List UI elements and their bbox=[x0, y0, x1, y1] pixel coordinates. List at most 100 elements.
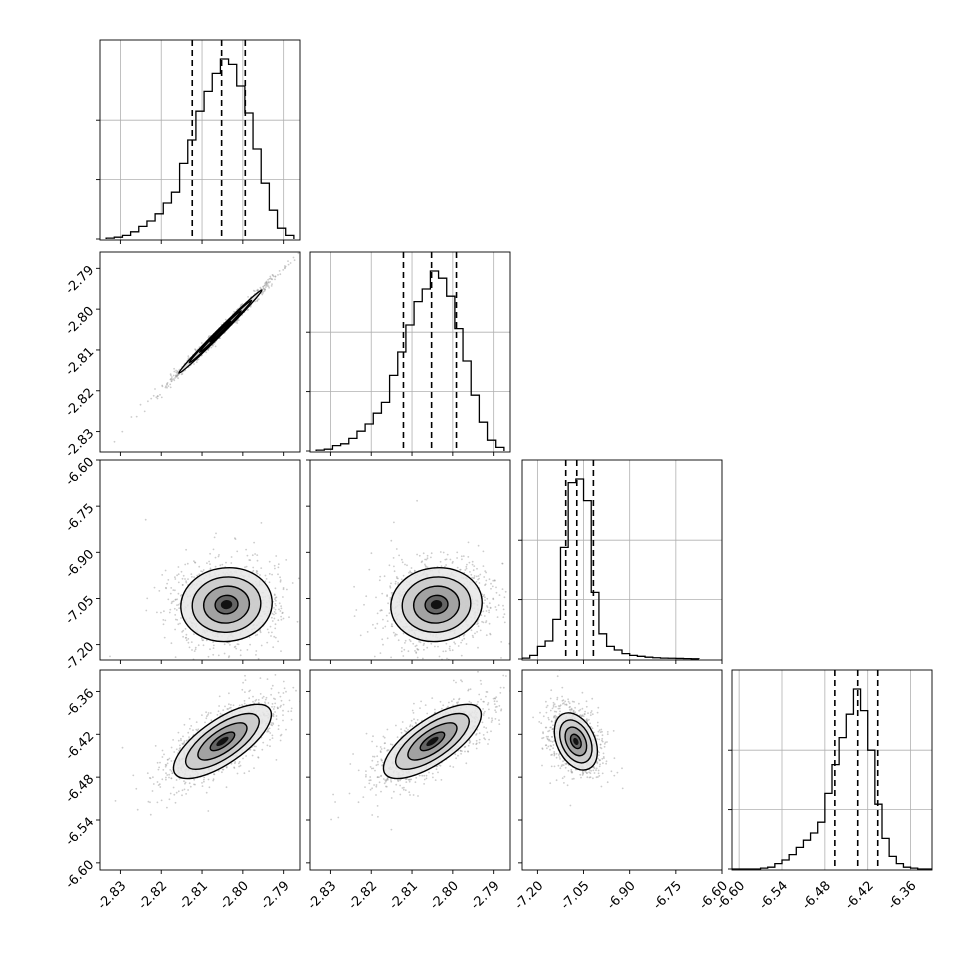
sample-point bbox=[482, 595, 485, 597]
scatter-panel-p0-p2 bbox=[96, 459, 313, 664]
sample-point bbox=[376, 612, 379, 615]
sample-point bbox=[182, 735, 184, 738]
sample-point bbox=[305, 700, 307, 702]
sample-point bbox=[445, 558, 448, 561]
sample-point bbox=[194, 648, 197, 651]
sample-point bbox=[273, 607, 275, 609]
sample-point bbox=[154, 388, 156, 390]
sample-point bbox=[477, 625, 480, 628]
sample-point bbox=[264, 574, 267, 577]
sample-point bbox=[414, 662, 416, 664]
sample-point bbox=[257, 699, 260, 701]
sample-point bbox=[425, 565, 428, 568]
sample-point bbox=[268, 581, 271, 584]
sample-point bbox=[272, 274, 274, 277]
sample-point bbox=[482, 550, 485, 553]
sample-point bbox=[372, 623, 374, 626]
sample-point bbox=[208, 335, 211, 337]
sample-point bbox=[230, 562, 233, 564]
sample-point bbox=[246, 554, 249, 557]
sample-point bbox=[164, 619, 167, 622]
sample-point bbox=[256, 559, 259, 562]
sample-point bbox=[308, 581, 310, 583]
sample-point bbox=[409, 640, 412, 643]
sample-point bbox=[236, 322, 239, 324]
sample-point bbox=[268, 286, 270, 289]
sample-point bbox=[247, 662, 249, 664]
scatter-panel-p0-p1 bbox=[96, 251, 301, 456]
sample-point bbox=[311, 552, 313, 554]
sample-point bbox=[268, 573, 271, 575]
sample-point bbox=[410, 567, 413, 569]
sample-point bbox=[282, 596, 284, 598]
sample-point bbox=[253, 541, 256, 544]
sample-point bbox=[492, 598, 495, 601]
sample-point bbox=[424, 563, 426, 566]
sample-point bbox=[185, 639, 188, 642]
sample-point bbox=[187, 641, 190, 644]
sample-point bbox=[158, 590, 161, 592]
sample-point bbox=[416, 499, 418, 502]
sample-point bbox=[353, 585, 355, 588]
sample-point bbox=[266, 678, 269, 680]
sample-point bbox=[171, 376, 173, 378]
sample-point bbox=[161, 385, 164, 388]
sample-point bbox=[439, 560, 442, 563]
sample-point bbox=[184, 563, 187, 566]
sample-point bbox=[463, 633, 466, 636]
sample-point bbox=[153, 586, 156, 589]
sample-point bbox=[267, 285, 270, 288]
sample-point bbox=[502, 616, 505, 619]
sample-point bbox=[196, 574, 199, 577]
histogram-content-3 bbox=[732, 670, 932, 870]
sample-point bbox=[304, 623, 306, 625]
sample-point bbox=[277, 274, 279, 276]
sample-point bbox=[277, 563, 280, 566]
sample-point bbox=[503, 596, 506, 599]
sample-point bbox=[476, 631, 478, 633]
sample-point bbox=[473, 575, 476, 577]
sample-point bbox=[174, 377, 177, 379]
sample-point bbox=[205, 791, 208, 794]
sample-point bbox=[286, 588, 288, 591]
sample-point bbox=[168, 798, 171, 801]
sample-point bbox=[202, 644, 205, 647]
sample-point bbox=[304, 708, 306, 710]
sample-point bbox=[359, 634, 362, 637]
sample-point bbox=[382, 627, 384, 629]
sample-point bbox=[401, 647, 403, 649]
sample-point bbox=[392, 557, 395, 559]
sample-point bbox=[460, 641, 462, 644]
sample-point bbox=[471, 634, 474, 637]
sample-point bbox=[391, 623, 393, 626]
sample-point bbox=[484, 583, 487, 586]
sample-point bbox=[270, 635, 272, 637]
sample-point bbox=[277, 573, 279, 576]
sample-point bbox=[166, 386, 168, 389]
sample-point bbox=[453, 641, 456, 644]
sample-point bbox=[437, 672, 439, 674]
sample-point bbox=[280, 650, 282, 652]
sample-point bbox=[353, 615, 356, 617]
sample-point bbox=[206, 715, 208, 718]
sample-point bbox=[492, 579, 495, 582]
sample-point bbox=[273, 617, 276, 620]
sample-point bbox=[232, 704, 235, 707]
sample-point bbox=[208, 560, 211, 563]
sample-point bbox=[207, 348, 210, 351]
sample-point bbox=[167, 385, 170, 387]
sample-point bbox=[264, 698, 267, 701]
sample-point bbox=[152, 783, 155, 785]
histogram-steps-3 bbox=[732, 688, 932, 870]
sample-point bbox=[390, 592, 393, 594]
sample-point bbox=[386, 594, 388, 596]
panel-frame bbox=[521, 459, 723, 661]
sample-point bbox=[494, 606, 497, 608]
sample-point bbox=[274, 603, 277, 605]
sample-point bbox=[184, 578, 186, 580]
sample-point bbox=[418, 554, 421, 557]
sample-point bbox=[287, 260, 289, 262]
sample-point bbox=[463, 637, 466, 640]
sample-point bbox=[271, 283, 273, 285]
sample-point bbox=[426, 554, 429, 557]
